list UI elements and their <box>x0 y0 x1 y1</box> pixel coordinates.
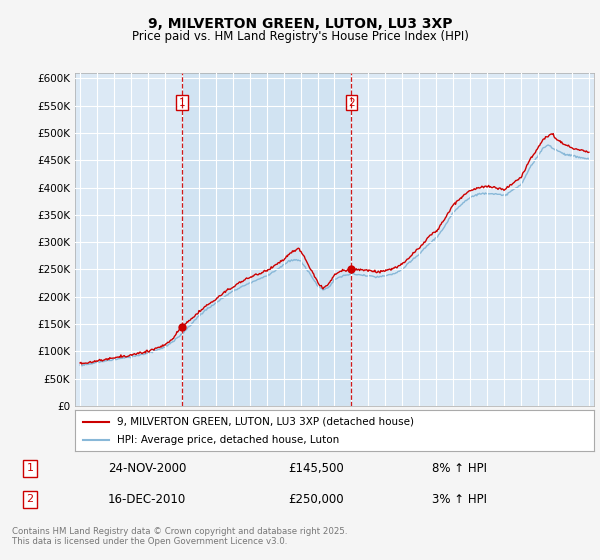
Text: 9, MILVERTON GREEN, LUTON, LU3 3XP: 9, MILVERTON GREEN, LUTON, LU3 3XP <box>148 16 452 30</box>
Bar <box>182 73 352 406</box>
Text: £250,000: £250,000 <box>288 493 344 506</box>
Text: Contains HM Land Registry data © Crown copyright and database right 2025.
This d: Contains HM Land Registry data © Crown c… <box>12 527 347 546</box>
Text: 2: 2 <box>26 494 34 505</box>
Text: 1: 1 <box>179 98 185 108</box>
Text: £145,500: £145,500 <box>288 462 344 475</box>
Text: 3% ↑ HPI: 3% ↑ HPI <box>432 493 487 506</box>
Text: 1: 1 <box>26 463 34 473</box>
Text: 2: 2 <box>348 98 355 108</box>
Text: 24-NOV-2000: 24-NOV-2000 <box>108 462 187 475</box>
Text: Price paid vs. HM Land Registry's House Price Index (HPI): Price paid vs. HM Land Registry's House … <box>131 30 469 44</box>
Text: HPI: Average price, detached house, Luton: HPI: Average price, detached house, Luto… <box>116 435 339 445</box>
Text: 9, MILVERTON GREEN, LUTON, LU3 3XP (detached house): 9, MILVERTON GREEN, LUTON, LU3 3XP (deta… <box>116 417 413 427</box>
Text: 8% ↑ HPI: 8% ↑ HPI <box>432 462 487 475</box>
Text: 16-DEC-2010: 16-DEC-2010 <box>108 493 186 506</box>
